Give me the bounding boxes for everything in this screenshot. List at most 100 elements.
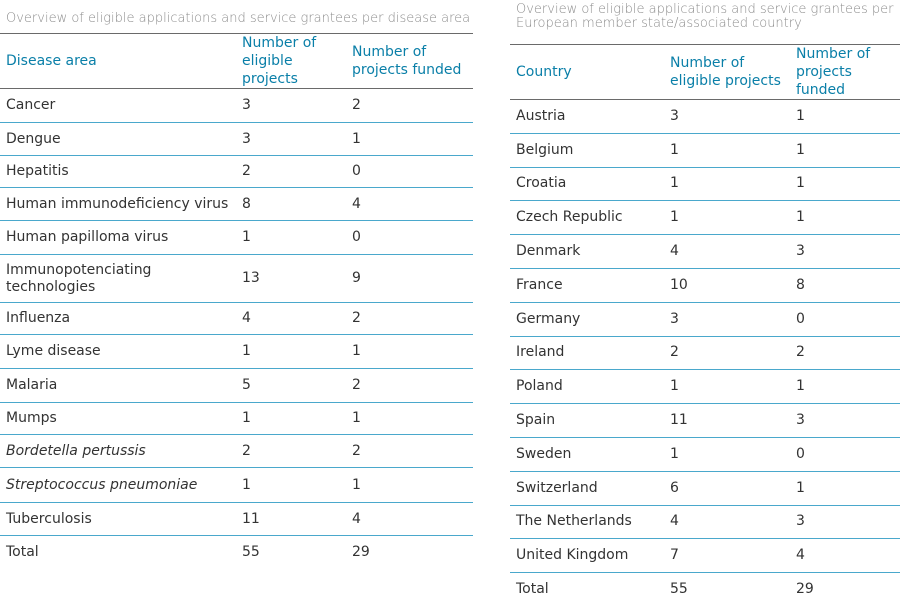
name-cell: Influenza (0, 302, 236, 335)
country-table: Country Number of eligible projects Numb… (510, 44, 900, 606)
eligible-cell: 1 (664, 133, 790, 168)
name-cell: France (510, 268, 664, 303)
table-row: Ireland 2 2 (510, 336, 900, 371)
funded-cell: 1 (790, 471, 900, 506)
funded-cell: 2 (790, 336, 900, 371)
eligible-cell: 1 (664, 369, 790, 405)
total-name-cell: Total (516, 581, 549, 598)
name-cell: Human immunodeficiency virus (0, 187, 236, 221)
funded-cell: 2 (346, 434, 473, 468)
total-name-cell: Total (6, 543, 39, 560)
eligible-cell: 5 (236, 368, 346, 403)
name-cell: Germany (510, 302, 664, 337)
eligible-cell: 3 (664, 302, 790, 337)
name-cell: Denmark (510, 234, 664, 269)
name-cell: Ireland (510, 336, 664, 371)
disease-table: Disease area Number of eligible projects… (0, 33, 473, 569)
name-cell: Cancer (0, 88, 236, 123)
table-row: Poland 1 1 (510, 369, 900, 405)
country-table-header-row: Country Number of eligible projects Numb… (510, 44, 900, 100)
name-cell: Malaria (0, 368, 236, 403)
funded-cell: 1 (346, 334, 473, 369)
funded-cell: 4 (346, 187, 473, 221)
name-cell: Czech Republic (510, 200, 664, 236)
eligible-cell: 10 (664, 268, 790, 303)
funded-cell: 0 (346, 155, 473, 188)
eligible-cell: 4 (664, 234, 790, 269)
column-header-eligible-projects: Number of eligible projects (236, 33, 346, 89)
table-row: The Netherlands 4 3 (510, 505, 900, 540)
eligible-cell: 7 (664, 538, 790, 574)
name-cell: Hepatitis (0, 155, 236, 188)
table-total-row: Total 55 29 (0, 536, 473, 569)
funded-cell: 0 (346, 220, 473, 255)
total-eligible-cell: 55 (242, 543, 260, 560)
table-row: Tuberculosis 11 4 (0, 502, 473, 536)
eligible-cell: 11 (664, 403, 790, 438)
table-row: Spain 11 3 (510, 403, 900, 438)
table-row: Switzerland 6 1 (510, 471, 900, 506)
eligible-cell: 2 (236, 155, 346, 188)
funded-cell: 1 (790, 133, 900, 168)
disease-table-caption: Overview of eligible applications and se… (6, 11, 471, 26)
eligible-cell: 1 (664, 437, 790, 472)
eligible-cell: 2 (236, 434, 346, 468)
table-row: Lyme disease 1 1 (0, 334, 473, 369)
table-row: Sweden 1 0 (510, 437, 900, 472)
column-header-disease-area: Disease area (0, 33, 236, 89)
funded-cell: 4 (346, 502, 473, 536)
total-funded-cell: 29 (796, 581, 814, 598)
table-row: Human immunodeficiency virus 8 4 (0, 187, 473, 221)
table-row: France 10 8 (510, 268, 900, 303)
eligible-cell: 1 (236, 334, 346, 369)
name-cell: Spain (510, 403, 664, 438)
name-cell: Immunopotenciating technologies (0, 254, 236, 303)
eligible-cell: 1 (664, 167, 790, 202)
eligible-cell: 4 (236, 302, 346, 335)
disease-table-header-row: Disease area Number of eligible projects… (0, 33, 473, 89)
name-cell: Belgium (510, 133, 664, 168)
table-row: Cancer 3 2 (0, 88, 473, 123)
funded-cell: 0 (790, 437, 900, 472)
species-name: Bordetella pertussis (6, 442, 146, 459)
name-cell: Streptococcus pneumoniae (0, 467, 236, 503)
eligible-cell: 1 (236, 467, 346, 503)
table-row: Streptococcus pneumoniae 1 1 (0, 467, 473, 503)
table-row: Croatia 1 1 (510, 167, 900, 202)
name-cell: Tuberculosis (0, 502, 236, 536)
eligible-cell: 11 (236, 502, 346, 536)
eligible-cell: 1 (664, 200, 790, 236)
eligible-cell: 3 (236, 88, 346, 123)
eligible-cell: 4 (664, 505, 790, 540)
total-funded-cell: 29 (352, 543, 370, 560)
table-row: Influenza 4 2 (0, 302, 473, 335)
name-cell: Lyme disease (0, 334, 236, 369)
eligible-cell: 1 (236, 220, 346, 255)
column-header-projects-funded: Number of projects funded (346, 33, 473, 89)
disease-table-panel: Overview of eligible applications and se… (0, 0, 473, 569)
eligible-cell: 8 (236, 187, 346, 221)
table-row: Human papilloma virus 1 0 (0, 220, 473, 255)
name-cell: Sweden (510, 437, 664, 472)
column-header-projects-funded: Number of projects funded (790, 44, 900, 100)
eligible-cell: 3 (664, 99, 790, 134)
species-name: Streptococcus pneumoniae (6, 476, 198, 493)
name-cell: Croatia (510, 167, 664, 202)
table-row: Czech Republic 1 1 (510, 200, 900, 236)
name-cell: Bordetella pertussis (0, 434, 236, 468)
table-row: Malaria 5 2 (0, 368, 473, 403)
name-cell: The Netherlands (510, 505, 664, 540)
name-cell: United Kingdom (510, 538, 664, 574)
eligible-cell: 6 (664, 471, 790, 506)
table-row: United Kingdom 7 4 (510, 538, 900, 574)
eligible-cell: 3 (236, 122, 346, 156)
table-row: Belgium 1 1 (510, 133, 900, 168)
funded-cell: 1 (790, 167, 900, 202)
funded-cell: 4 (790, 538, 900, 574)
funded-cell: 1 (346, 467, 473, 503)
name-cell: Switzerland (510, 471, 664, 506)
country-table-caption: Overview of eligible applications and se… (516, 2, 894, 31)
funded-cell: 1 (346, 402, 473, 435)
funded-cell: 3 (790, 505, 900, 540)
table-total-row: Total 55 29 (510, 573, 900, 606)
